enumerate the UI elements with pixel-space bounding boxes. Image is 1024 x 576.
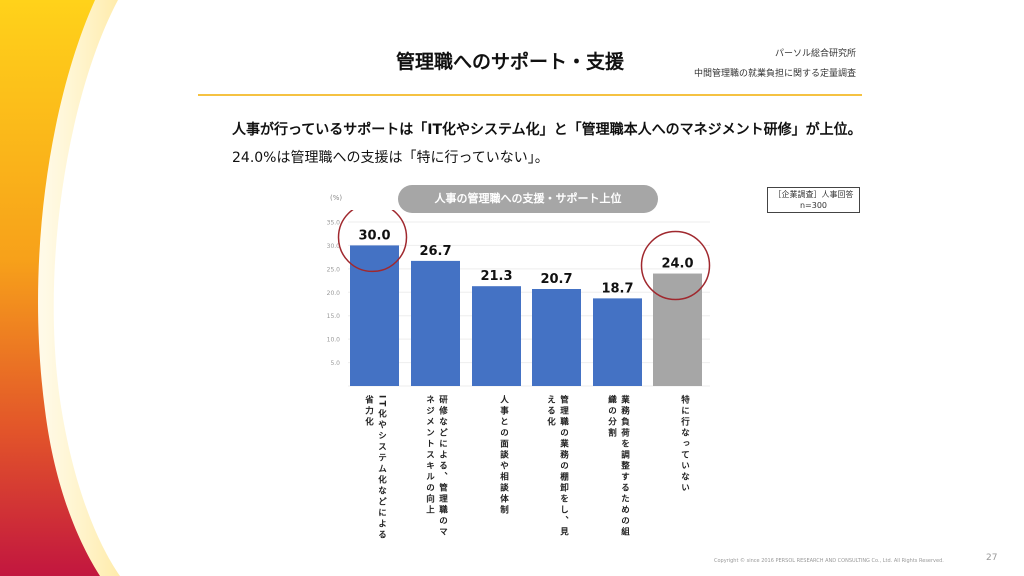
category-label: 研修などによる、管理職のマネジメントスキルの向上 bbox=[424, 395, 448, 538]
key-message-line1: 人事が行っているサポートは「IT化やシステム化」と「管理職本人へのマネジメント研… bbox=[232, 122, 862, 138]
y-axis-unit: (%) bbox=[330, 194, 343, 202]
data-label: 24.0 bbox=[661, 257, 693, 272]
copyright: Copyright © since 2016 PERSOL RESEARCH A… bbox=[714, 558, 944, 564]
data-label: 21.3 bbox=[480, 269, 512, 284]
organization-name: パーソル総合研究所 bbox=[774, 49, 856, 59]
decorative-gradient-band bbox=[0, 0, 120, 576]
data-label: 26.7 bbox=[419, 244, 451, 259]
sample-size: n=300 bbox=[799, 201, 828, 210]
y-tick-label: 35.0 bbox=[327, 220, 341, 227]
y-tick-label: 10.0 bbox=[327, 337, 341, 344]
bar bbox=[472, 286, 521, 386]
category-label: IT化やシステム化などによる省力化 bbox=[363, 395, 387, 541]
highlight-circle bbox=[640, 230, 711, 301]
sample-size-box: ［企業調査］人事回答 n=300 bbox=[767, 187, 860, 213]
header-divider bbox=[198, 94, 862, 96]
y-tick-label: 30.0 bbox=[327, 243, 341, 250]
category-label: 人事との面談や相談体制 bbox=[498, 395, 509, 516]
bar bbox=[653, 273, 702, 386]
y-tick-label: 25.0 bbox=[327, 266, 341, 273]
data-label: 18.7 bbox=[601, 281, 633, 296]
key-message-line2: 24.0%は管理職への支援は「特に行っていない」。 bbox=[232, 150, 549, 166]
bar bbox=[350, 245, 399, 386]
category-label: 管理職の業務の棚卸をし、見える化 bbox=[545, 395, 569, 538]
y-tick-label: 15.0 bbox=[327, 313, 341, 320]
page-number: 27 bbox=[986, 553, 998, 563]
page-title: 管理職へのサポート・支援 bbox=[395, 51, 624, 73]
chart-title: 人事の管理職への支援・サポート上位 bbox=[398, 185, 658, 213]
y-tick-label: 5.0 bbox=[330, 360, 340, 367]
highlight-circle bbox=[337, 210, 408, 273]
category-label: 特に行なっていない bbox=[679, 395, 690, 494]
survey-name: 中間管理職の就業負担に関する定量調査 bbox=[693, 69, 856, 79]
bar bbox=[411, 260, 460, 386]
sample-source: ［企業調査］人事回答 bbox=[773, 190, 854, 199]
data-label: 20.7 bbox=[540, 272, 572, 287]
category-label: 業務負荷を調整するための組織の分割 bbox=[606, 395, 630, 538]
bar bbox=[593, 298, 642, 386]
bar bbox=[532, 289, 581, 386]
data-label: 30.0 bbox=[358, 228, 390, 243]
y-tick-label: 20.0 bbox=[327, 290, 341, 297]
bar-chart: 35.0 30.0 25.0 20.0 15.0 10.0 5.0 30.0 26.7 21.3 2… bbox=[327, 210, 711, 387]
